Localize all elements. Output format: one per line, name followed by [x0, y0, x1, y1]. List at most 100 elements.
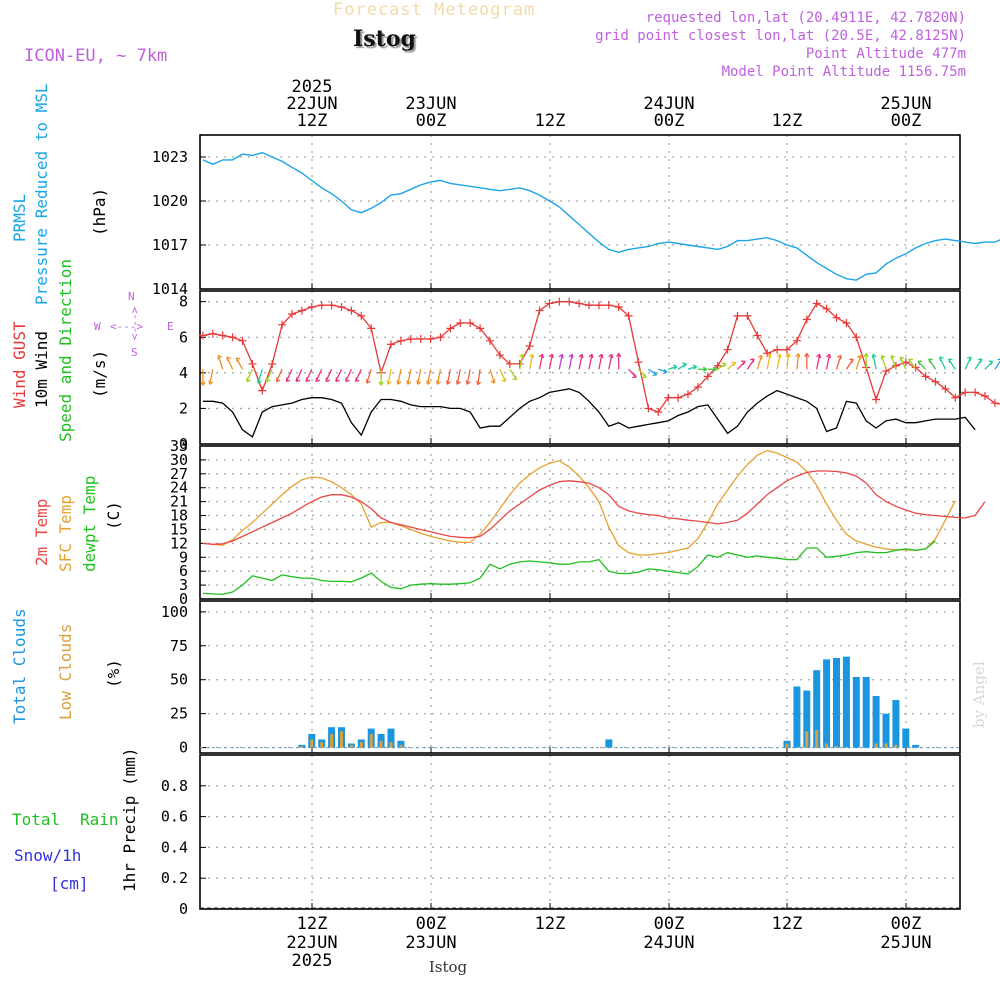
wind-arrow-head [366, 379, 371, 384]
wind-arrow-head [766, 353, 772, 359]
low-cloud-bar [825, 743, 829, 748]
wind-arrow-head [804, 352, 810, 358]
wind-arrow [608, 354, 613, 370]
wind-arrow-head [731, 361, 737, 367]
total-cloud-bar [298, 744, 306, 748]
total-cloud-bar [862, 677, 870, 748]
top-year: 2025 [291, 77, 333, 97]
wind-arrow-head [939, 356, 944, 362]
wind-arrow-head [406, 380, 412, 385]
wind-arrow-head [455, 380, 461, 385]
wind-arrow-head [548, 353, 554, 359]
y-tick-label: 0 [179, 739, 188, 757]
low-cloud-bar [389, 742, 393, 748]
wind-arrow-head [662, 368, 668, 375]
wind-arrow [598, 354, 603, 370]
wind-arrow [766, 354, 771, 370]
wind-arrow [796, 353, 800, 370]
wind-arrow [456, 369, 461, 385]
bottom-hour: 00Z [890, 914, 922, 934]
wind-arrow [855, 355, 862, 370]
wind-arrow-head [682, 362, 687, 368]
wind-arrow-head [608, 353, 614, 359]
gust-marker [703, 372, 712, 381]
top-hour: 00Z [415, 111, 447, 131]
gust-marker [753, 331, 762, 340]
meteogram-title: Forecast Meteogram [333, 0, 536, 20]
gust-marker [822, 304, 831, 313]
wind-arrow [446, 369, 452, 385]
y-tick-label: 18 [170, 507, 188, 525]
point-altitude: Point Altitude 477m [805, 46, 966, 62]
total-cloud-bar [902, 728, 910, 748]
pressure-line [202, 151, 1000, 281]
wind-arrow [528, 354, 534, 370]
gust-marker [674, 393, 683, 402]
total-cloud-bar [882, 713, 890, 748]
wind-arrow-head [529, 353, 535, 359]
bottom-hour: 12Z [296, 914, 328, 934]
total-cloud-bar [912, 744, 920, 748]
wind-arrow-head [785, 353, 791, 358]
wind-arrow-head [257, 379, 262, 384]
wind-arrow [835, 355, 842, 370]
wind-arrow-head [632, 373, 637, 379]
gust-marker [990, 399, 999, 408]
gust-marker [466, 319, 475, 328]
bottom-date: 23JUN [405, 933, 457, 953]
wind-arrow-head [285, 377, 291, 383]
gust-marker [555, 297, 564, 306]
wind-arrow [209, 369, 214, 385]
gust-marker [644, 404, 653, 413]
wind-arrow-head [750, 358, 755, 363]
wind-arrow-head [880, 354, 886, 360]
y-tick-label: 1017 [152, 236, 188, 254]
wind-arrow-head [558, 353, 564, 359]
wind-arrow [436, 369, 442, 385]
low-cloud-bar [369, 734, 373, 748]
gust-marker [278, 320, 287, 329]
gust-marker [921, 372, 930, 381]
gust-marker [446, 324, 455, 333]
gust-marker [832, 313, 841, 322]
gust-marker [565, 297, 574, 306]
top-hour: 00Z [890, 111, 922, 131]
gust-marker [961, 388, 970, 397]
gust-marker [594, 301, 603, 310]
sfc-temp-line [202, 449, 956, 556]
top-hour: 00Z [653, 111, 685, 131]
wind-arrow-head [837, 354, 842, 360]
gust-marker [634, 358, 643, 367]
low-cloud-bar [349, 744, 353, 748]
gust-marker [268, 359, 277, 368]
low-cloud-bar [330, 734, 334, 748]
gust-marker [436, 333, 445, 342]
gust-marker [852, 333, 861, 342]
gust-marker [396, 336, 405, 345]
y-tick-label: 15 [170, 520, 188, 538]
wind-line [202, 388, 976, 438]
y-tick-label: 100 [161, 603, 188, 621]
wind-arrow-head [345, 377, 350, 383]
bottom-hour: 00Z [653, 914, 685, 934]
y-tick-label: 24 [170, 479, 188, 497]
y-tick-label: 12 [170, 534, 188, 552]
gust-marker [585, 301, 593, 310]
panel-frame [199, 445, 961, 600]
y-tick-label: 6 [179, 562, 188, 580]
wind-arrow-head [578, 353, 584, 359]
gust-marker [505, 359, 514, 368]
low-cloud-bar [815, 729, 819, 748]
wind-arrow [387, 369, 392, 385]
wind-arrow-head [246, 377, 251, 383]
wind-arrow [466, 369, 471, 385]
low-cloud-bar [785, 743, 789, 748]
wind-arrow [519, 354, 524, 370]
gust-marker [297, 306, 306, 315]
wind-arrow-head [226, 356, 231, 362]
y-tick-label: 27 [170, 465, 188, 483]
wind-arrow-head [899, 356, 905, 362]
y-tick-label: 6 [179, 328, 188, 346]
gust-marker [773, 345, 782, 354]
